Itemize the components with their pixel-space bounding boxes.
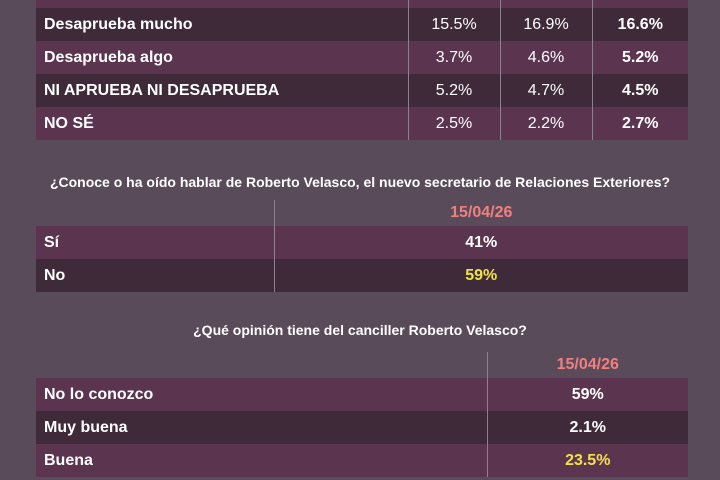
cell-value: 4.7% [499, 74, 592, 107]
cell-value: 2.5% [407, 107, 500, 140]
table-row: NI APRUEBA NI DESAPRUEBA 5.2% 4.7% 4.5% [36, 74, 688, 107]
row-label: Desaprueba mucho [36, 8, 408, 41]
opinion-velasco-table: 15/04/26 No lo conozco 59% Muy buena 2.1… [36, 352, 688, 477]
cell-value: 5.2% [591, 41, 688, 74]
cell-value: 16.6% [591, 8, 688, 41]
cell-value: 5.2% [407, 74, 500, 107]
cell-value: 3.7% [407, 41, 500, 74]
header-empty [36, 200, 274, 226]
row-label: No [36, 259, 274, 292]
top-table-cut-row [36, 0, 688, 8]
table-row: No 59% [36, 259, 688, 292]
cell-value: 41% [273, 226, 688, 259]
table-row: NO SÉ 2.5% 2.2% 2.7% [36, 107, 688, 140]
approval-table: Desaprueba mucho 15.5% 16.9% 16.6% Desap… [36, 8, 688, 140]
table-row: Sí 41% [36, 226, 688, 259]
date-header: 15/04/26 [273, 200, 688, 226]
table-row: Buena 23.5% [36, 444, 688, 477]
table-header-row: 15/04/26 [36, 352, 688, 378]
row-label: Desaprueba algo [36, 41, 408, 74]
table-header-row: 15/04/26 [36, 200, 688, 226]
table-row: No lo conozco 59% [36, 378, 688, 411]
cell-value: 59% [486, 378, 688, 411]
row-label: No lo conozco [36, 378, 487, 411]
table-row: Desaprueba mucho 15.5% 16.9% 16.6% [36, 8, 688, 41]
table-row: Desaprueba algo 3.7% 4.6% 5.2% [36, 41, 688, 74]
row-label: Muy buena [36, 411, 487, 444]
table-row: Muy buena 2.1% [36, 411, 688, 444]
cell-value: 2.1% [486, 411, 688, 444]
cell-value: 2.2% [499, 107, 592, 140]
knows-velasco-table: 15/04/26 Sí 41% No 59% [36, 200, 688, 292]
row-label: NI APRUEBA NI DESAPRUEBA [36, 74, 408, 107]
cell-value: 2.7% [591, 107, 688, 140]
cell-value: 4.6% [499, 41, 592, 74]
question-knows-velasco: ¿Conoce o ha oído hablar de Roberto Vela… [49, 174, 671, 190]
date-header: 15/04/26 [486, 352, 688, 378]
cell-value: 15.5% [407, 8, 500, 41]
cell-value: 23.5% [486, 444, 688, 477]
row-label: NO SÉ [36, 107, 408, 140]
cell-value: 59% [273, 259, 688, 292]
row-label: Buena [36, 444, 487, 477]
cell-value: 4.5% [591, 74, 688, 107]
question-opinion-velasco: ¿Qué opinión tiene del canciller Roberto… [193, 322, 527, 338]
cell-value: 16.9% [499, 8, 592, 41]
row-label: Sí [36, 226, 274, 259]
header-empty [36, 352, 487, 378]
